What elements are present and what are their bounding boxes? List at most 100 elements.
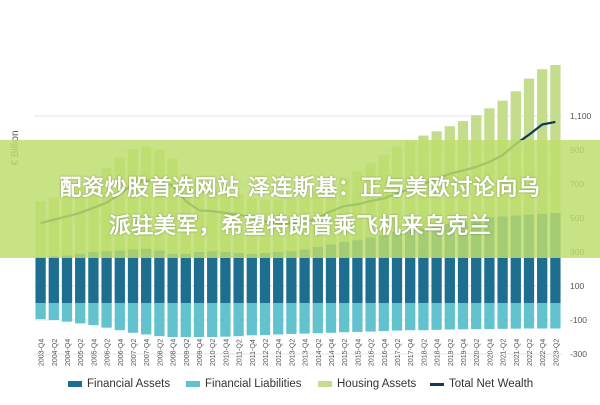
x-tick-label: 2012-Q2 <box>263 339 270 366</box>
y-tick-label: -300 <box>570 349 587 359</box>
bar-financial-liabilities <box>431 303 442 330</box>
x-tick-label: 2009-Q2 <box>184 339 191 366</box>
bar-financial-liabilities <box>484 303 495 330</box>
x-tick-label: 2011-Q4 <box>250 339 257 366</box>
bar-financial-liabilities <box>299 303 310 334</box>
x-tick-label: 2009-Q4 <box>197 339 204 366</box>
bar-financial-assets <box>61 255 73 303</box>
x-tick-label: 2007-Q2 <box>131 339 138 366</box>
bar-financial-liabilities <box>550 303 561 329</box>
bar-financial-liabilities <box>154 303 165 337</box>
bar-financial-liabilities <box>75 303 86 324</box>
bar-financial-assets <box>233 252 244 303</box>
x-tick-label: 2013-Q2 <box>289 339 296 366</box>
x-tick-label: 2018-Q2 <box>421 339 428 366</box>
legend-swatch-total-net-wealth <box>430 382 444 386</box>
x-tick-label: 2023-Q2 <box>553 339 560 366</box>
bar-financial-liabilities <box>457 303 469 330</box>
bar-financial-liabilities <box>523 303 535 329</box>
legend-item-financial-liabilities: Financial Liabilities <box>186 374 302 394</box>
bar-financial-assets <box>431 226 442 303</box>
bar-financial-assets <box>365 237 376 303</box>
bar-housing-assets <box>550 65 561 213</box>
x-tick-label: 2015-Q2 <box>342 339 349 366</box>
bar-financial-liabilities <box>35 303 46 320</box>
bar-financial-assets <box>537 213 548 303</box>
bar-financial-liabilities <box>88 303 99 326</box>
bar-financial-liabilities <box>180 303 191 337</box>
bar-financial-assets <box>325 244 337 303</box>
bar-financial-liabilities <box>61 303 73 322</box>
x-tick-label: 2013-Q4 <box>303 339 310 366</box>
bar-financial-liabilities <box>418 303 429 331</box>
x-tick-label: 2010-Q4 <box>223 339 230 366</box>
bar-financial-liabilities <box>471 303 482 330</box>
bar-financial-liabilities <box>246 303 257 336</box>
bar-financial-assets <box>405 229 416 303</box>
bar-financial-liabilities <box>286 303 297 334</box>
bar-financial-liabilities <box>444 303 455 330</box>
legend-item-financial-assets: Financial Assets <box>68 374 170 394</box>
legend-item-total-net-wealth: Total Net Wealth <box>430 374 533 394</box>
legend-label-financial-liabilities: Financial Liabilities <box>205 378 302 390</box>
chart-legend: Financial Assets Financial Liabilities H… <box>0 374 600 394</box>
x-tick-label: 2020-Q2 <box>474 339 481 366</box>
x-tick-label: 2014-Q4 <box>329 339 336 366</box>
legend-item-housing-assets: Housing Assets <box>318 374 416 394</box>
x-tick-label: 2019-Q4 <box>461 339 468 366</box>
bar-financial-liabilities <box>127 303 139 333</box>
x-tick-label: 2008-Q2 <box>157 339 164 366</box>
bar-financial-assets <box>523 214 535 303</box>
bar-financial-assets <box>484 217 495 303</box>
headline-line-1: 配资炒股首选网站 泽连斯基：正与美欧讨论向乌 <box>59 176 541 201</box>
x-tick-label: 2007-Q4 <box>144 339 151 366</box>
bar-financial-assets <box>471 218 482 303</box>
x-tick-label: 2022-Q2 <box>527 339 534 366</box>
bar-financial-assets <box>180 253 191 303</box>
bar-financial-liabilities <box>378 303 389 332</box>
bar-financial-assets <box>88 252 99 303</box>
legend-swatch-financial-liabilities <box>186 381 200 387</box>
bar-financial-liabilities <box>233 303 244 337</box>
headline-overlay: 配资炒股首选网站 泽连斯基：正与美欧讨论向乌 派驻美军，希望特朗普乘飞机来乌克兰 <box>0 140 600 258</box>
x-tick-label: 2017-Q2 <box>395 339 402 366</box>
x-tick-label: 2004-Q2 <box>52 339 59 366</box>
bar-financial-assets <box>510 215 521 303</box>
bar-financial-liabilities <box>141 303 152 335</box>
x-tick-label: 2006-Q4 <box>118 339 125 366</box>
bar-financial-liabilities <box>352 303 363 332</box>
x-tick-label: 2020-Q4 <box>487 339 494 366</box>
x-tick-label: 2008-Q4 <box>171 339 178 366</box>
bar-financial-assets <box>127 249 139 303</box>
bar-financial-assets <box>167 253 178 303</box>
bar-financial-assets <box>312 246 323 303</box>
x-tick-label: 2005-Q4 <box>91 339 98 366</box>
bar-financial-liabilities <box>220 303 231 337</box>
bar-financial-assets <box>378 235 389 303</box>
bar-financial-liabilities <box>259 303 271 335</box>
x-tick-label: 2021-Q2 <box>501 339 508 366</box>
x-tick-label: 2006-Q2 <box>105 339 112 366</box>
x-tick-label: 2016-Q2 <box>369 339 376 366</box>
x-tick-label: 2016-Q4 <box>382 339 389 366</box>
x-tick-label: 2014-Q2 <box>316 339 323 366</box>
x-tick-label: 2021-Q4 <box>514 339 521 366</box>
x-tick-labels: 2003-Q4 2004-Q2 2004-Q4 2005-Q2 2005-Q4 2006-… <box>39 339 561 366</box>
x-tick-label: 2011-Q2 <box>237 339 244 366</box>
bar-financial-liabilities <box>405 303 416 331</box>
bar-financial-liabilities <box>312 303 323 334</box>
x-tick-label: 2012-Q4 <box>276 339 283 366</box>
bar-financial-liabilities <box>497 303 508 329</box>
x-tick-label: 2015-Q4 <box>355 339 362 366</box>
bar-financial-liabilities <box>339 303 350 333</box>
bar-financial-assets <box>101 251 112 303</box>
bar-financial-assets <box>75 253 86 303</box>
bar-financial-assets <box>457 221 469 303</box>
bar-financial-liabilities <box>273 303 284 335</box>
bar-financial-liabilities <box>325 303 337 333</box>
x-tick-label: 2022-Q4 <box>540 339 547 366</box>
bar-financial-liabilities <box>365 303 376 332</box>
bar-financial-assets <box>391 231 403 303</box>
x-tick-label: 2005-Q2 <box>78 339 85 366</box>
bar-financial-assets <box>246 253 257 303</box>
